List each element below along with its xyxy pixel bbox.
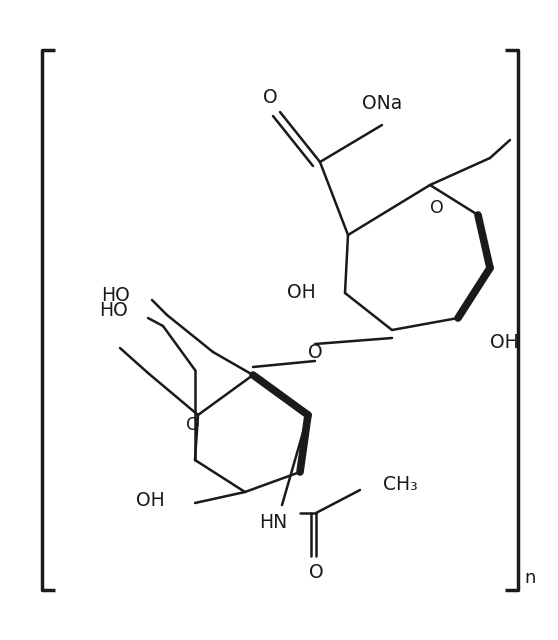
Text: OH: OH xyxy=(287,282,316,301)
Text: OH: OH xyxy=(490,333,519,351)
Text: n: n xyxy=(525,569,536,587)
Text: HN: HN xyxy=(259,513,287,532)
Text: OH: OH xyxy=(136,490,165,509)
Text: HO: HO xyxy=(99,301,128,319)
Text: O: O xyxy=(186,416,200,434)
Text: O: O xyxy=(309,563,323,582)
Text: O: O xyxy=(263,88,277,106)
Text: HO: HO xyxy=(101,285,130,305)
Text: O: O xyxy=(307,342,323,362)
Text: CH₃: CH₃ xyxy=(383,474,418,493)
Text: O: O xyxy=(430,199,444,217)
Text: ONa: ONa xyxy=(362,93,402,113)
